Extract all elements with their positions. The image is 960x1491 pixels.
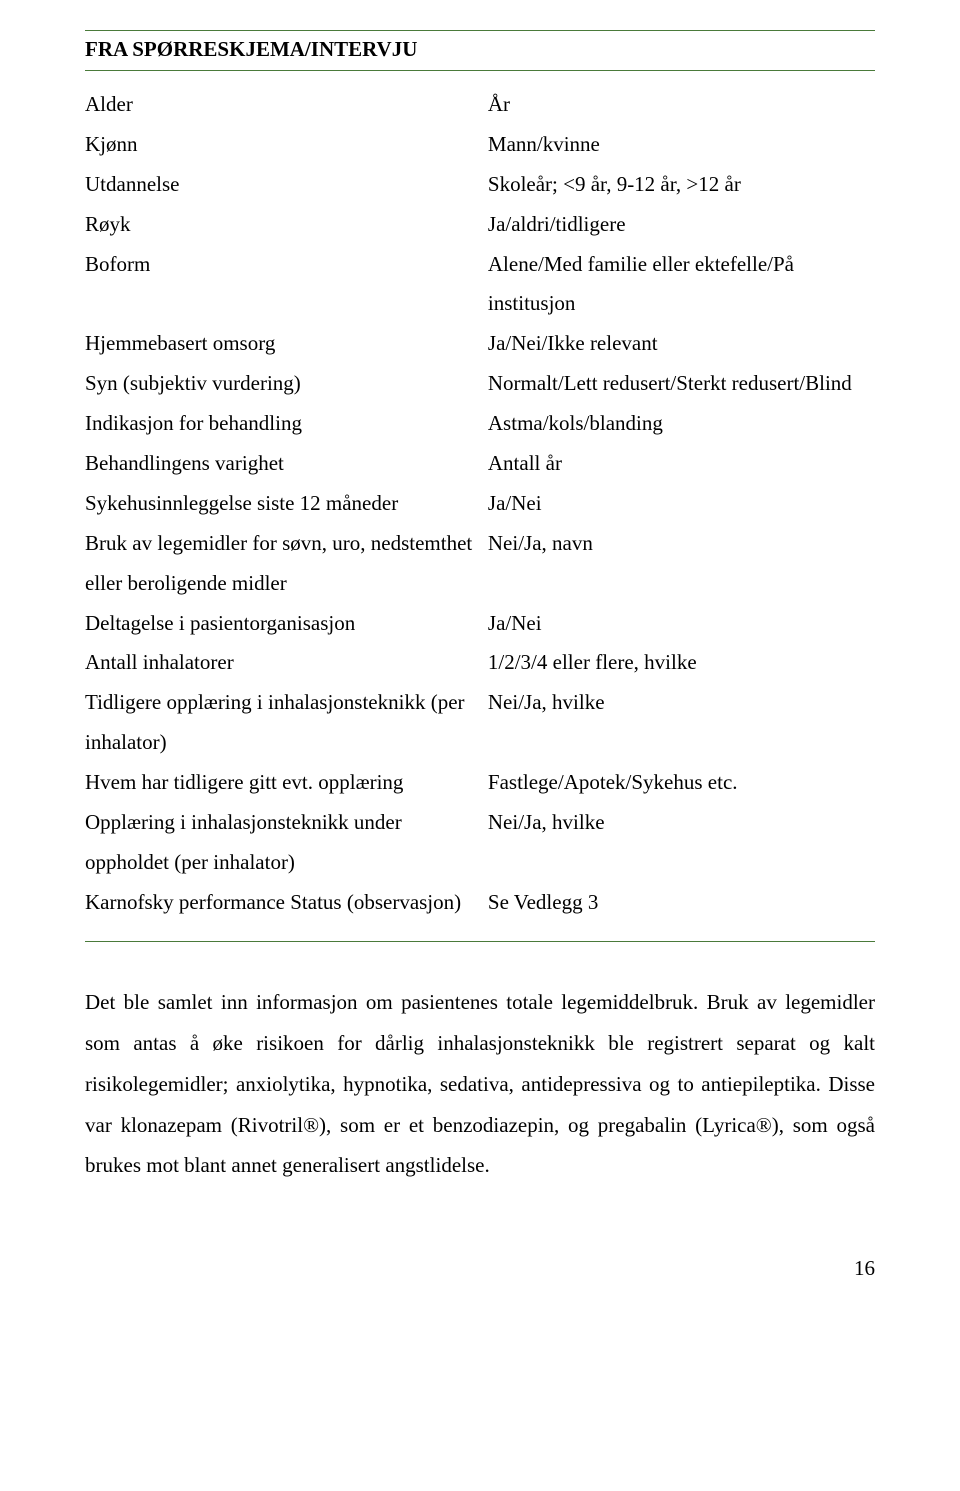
table-row: UtdannelseSkoleår; <9 år, 9-12 år, >12 å… bbox=[85, 165, 875, 205]
table-row: Behandlingens varighetAntall år bbox=[85, 444, 875, 484]
row-value: Fastlege/Apotek/Sykehus etc. bbox=[488, 763, 875, 803]
table-row: AlderÅr bbox=[85, 85, 875, 125]
row-value: Skoleår; <9 år, 9-12 år, >12 år bbox=[488, 165, 875, 205]
row-label: Syn (subjektiv vurdering) bbox=[85, 364, 488, 404]
table-row: Tidligere opplæring i inhalasjonsteknikk… bbox=[85, 683, 875, 763]
row-value: Astma/kols/blanding bbox=[488, 404, 875, 444]
body-paragraph: Det ble samlet inn informasjon om pasien… bbox=[85, 982, 875, 1187]
row-label: Utdannelse bbox=[85, 165, 488, 205]
section-title: FRA SPØRRESKJEMA/INTERVJU bbox=[85, 37, 875, 62]
row-value: Alene/Med familie eller ektefelle/På ins… bbox=[488, 245, 875, 325]
row-label: Hjemmebasert omsorg bbox=[85, 324, 488, 364]
row-label: Sykehusinnleggelse siste 12 måneder bbox=[85, 484, 488, 524]
table-row: Bruk av legemidler for søvn, uro, nedste… bbox=[85, 524, 875, 604]
row-value: Normalt/Lett redusert/Sterkt redusert/Bl… bbox=[488, 364, 875, 404]
table-row: RøykJa/aldri/tidligere bbox=[85, 205, 875, 245]
row-label: Indikasjon for behandling bbox=[85, 404, 488, 444]
row-label: Røyk bbox=[85, 205, 488, 245]
table-row: KjønnMann/kvinne bbox=[85, 125, 875, 165]
table-row: Sykehusinnleggelse siste 12 månederJa/Ne… bbox=[85, 484, 875, 524]
table-row: Hvem har tidligere gitt evt. opplæringFa… bbox=[85, 763, 875, 803]
row-value: Se Vedlegg 3 bbox=[488, 883, 875, 923]
row-value: Nei/Ja, hvilke bbox=[488, 683, 875, 763]
table-row: BoformAlene/Med familie eller ektefelle/… bbox=[85, 245, 875, 325]
row-label: Kjønn bbox=[85, 125, 488, 165]
row-label: Opplæring i inhalasjonsteknikk under opp… bbox=[85, 803, 488, 883]
table-row: Deltagelse i pasientorganisasjonJa/Nei bbox=[85, 604, 875, 644]
row-value: Ja/Nei/Ikke relevant bbox=[488, 324, 875, 364]
row-label: Bruk av legemidler for søvn, uro, nedste… bbox=[85, 524, 488, 604]
table-row: Opplæring i inhalasjonsteknikk under opp… bbox=[85, 803, 875, 883]
row-label: Hvem har tidligere gitt evt. opplæring bbox=[85, 763, 488, 803]
table-row: Syn (subjektiv vurdering)Normalt/Lett re… bbox=[85, 364, 875, 404]
row-label: Boform bbox=[85, 245, 488, 325]
row-value: Ja/aldri/tidligere bbox=[488, 205, 875, 245]
row-label: Alder bbox=[85, 85, 488, 125]
row-value: Nei/Ja, navn bbox=[488, 524, 875, 604]
table-row: Antall inhalatorer1/2/3/4 eller flere, h… bbox=[85, 643, 875, 683]
row-value: Antall år bbox=[488, 444, 875, 484]
row-label: Karnofsky performance Status (observasjo… bbox=[85, 883, 488, 923]
table-row: Hjemmebasert omsorgJa/Nei/Ikke relevant bbox=[85, 324, 875, 364]
row-value: 1/2/3/4 eller flere, hvilke bbox=[488, 643, 875, 683]
row-label: Deltagelse i pasientorganisasjon bbox=[85, 604, 488, 644]
section-header: FRA SPØRRESKJEMA/INTERVJU bbox=[85, 30, 875, 71]
row-value: Nei/Ja, hvilke bbox=[488, 803, 875, 883]
row-value: År bbox=[488, 85, 875, 125]
row-value: Mann/kvinne bbox=[488, 125, 875, 165]
questionnaire-table: AlderÅrKjønnMann/kvinneUtdannelseSkoleår… bbox=[85, 85, 875, 923]
questionnaire-table-wrap: AlderÅrKjønnMann/kvinneUtdannelseSkoleår… bbox=[85, 85, 875, 942]
table-row: Indikasjon for behandlingAstma/kols/blan… bbox=[85, 404, 875, 444]
page-number: 16 bbox=[85, 1256, 875, 1281]
row-value: Ja/Nei bbox=[488, 604, 875, 644]
row-label: Behandlingens varighet bbox=[85, 444, 488, 484]
table-row: Karnofsky performance Status (observasjo… bbox=[85, 883, 875, 923]
row-value: Ja/Nei bbox=[488, 484, 875, 524]
row-label: Antall inhalatorer bbox=[85, 643, 488, 683]
row-label: Tidligere opplæring i inhalasjonsteknikk… bbox=[85, 683, 488, 763]
